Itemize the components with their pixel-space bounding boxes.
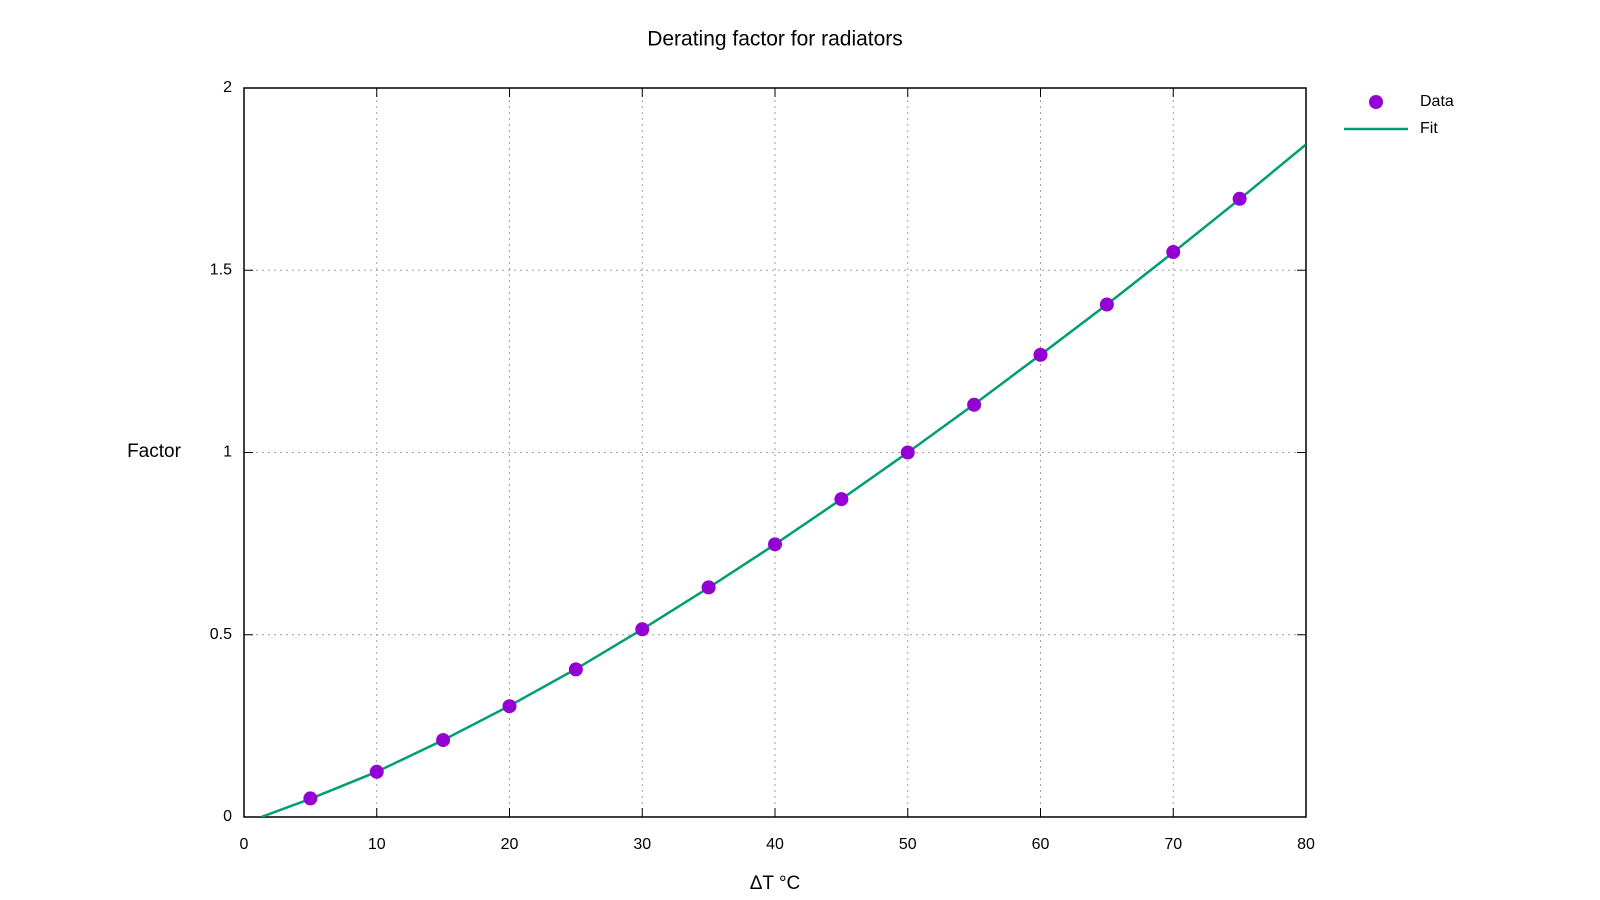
y-axis-label: Factor <box>127 441 182 462</box>
x-tick-label: 80 <box>1297 836 1315 853</box>
data-point <box>635 622 650 637</box>
data-point <box>1033 347 1048 362</box>
x-axis-label: ΔT °C <box>750 873 801 894</box>
y-tick-label: 0 <box>223 808 232 825</box>
data-point <box>568 662 583 677</box>
chart-title: Derating factor for radiators <box>647 28 903 51</box>
x-tick-label: 60 <box>1032 836 1050 853</box>
x-tick-label: 10 <box>368 836 386 853</box>
y-tick-label: 0.5 <box>210 626 232 643</box>
x-tick-label: 70 <box>1164 836 1182 853</box>
x-tick-label: 50 <box>899 836 917 853</box>
x-tick-label: 40 <box>766 836 784 853</box>
data-point <box>900 445 915 460</box>
x-tick-label: 0 <box>240 836 249 853</box>
x-tick-label: 30 <box>633 836 651 853</box>
data-point <box>967 397 982 412</box>
data-point <box>701 580 716 595</box>
data-point <box>502 699 517 714</box>
data-point <box>1166 245 1181 260</box>
data-point <box>303 791 318 806</box>
data-point <box>369 764 384 779</box>
data-point <box>1099 297 1114 312</box>
y-tick-label: 1 <box>223 444 232 461</box>
data-point <box>834 492 849 507</box>
plot-border <box>243 87 1307 818</box>
legend-label: Data <box>1420 93 1454 110</box>
y-tick-label: 1.5 <box>210 261 232 278</box>
legend-marker <box>1369 95 1383 109</box>
x-tick-label: 20 <box>501 836 519 853</box>
y-tick-label: 2 <box>223 79 232 96</box>
data-point <box>436 733 451 748</box>
data-point <box>1232 191 1247 206</box>
data-point <box>768 537 782 552</box>
legend-label: Fit <box>1420 120 1438 137</box>
fit-line <box>260 143 1306 817</box>
